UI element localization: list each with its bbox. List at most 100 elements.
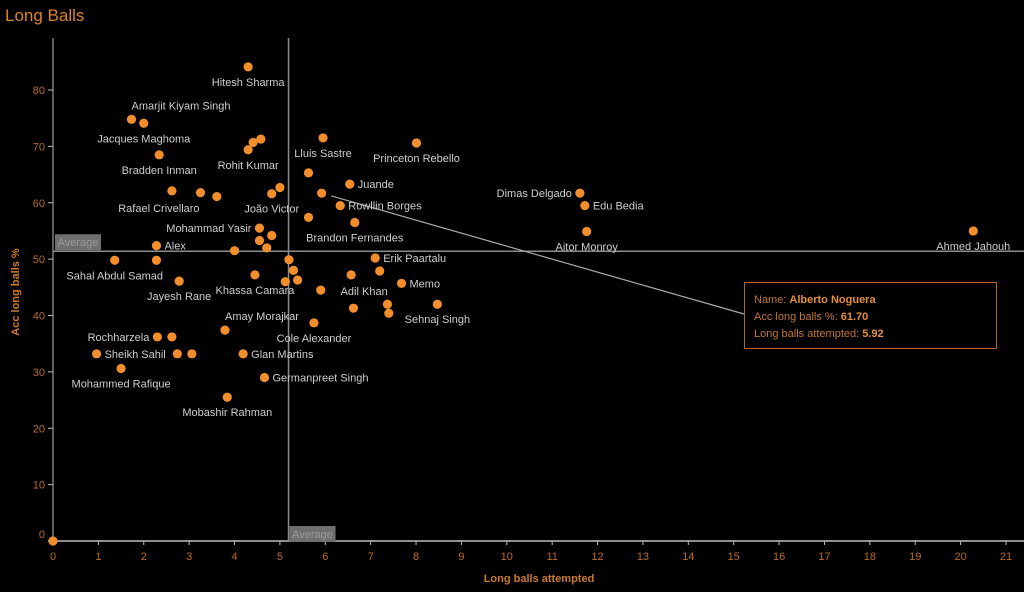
data-point[interactable]: [275, 182, 285, 193]
data-point[interactable]: [91, 349, 102, 359]
data-point[interactable]: [243, 62, 253, 72]
data-point[interactable]: [288, 265, 299, 275]
point-label: Hitesh Sharma: [212, 77, 286, 89]
data-point[interactable]: [220, 325, 230, 335]
point-label: Adil Khan: [341, 286, 388, 298]
tooltip-name-label: Name:: [754, 294, 787, 306]
data-point[interactable]: [432, 299, 442, 309]
data-point[interactable]: [370, 253, 380, 263]
x-tick-label: 17: [818, 551, 830, 563]
average-label-box: [289, 526, 336, 542]
data-point[interactable]: [154, 150, 164, 160]
data-point[interactable]: [254, 223, 265, 233]
data-point[interactable]: [139, 118, 149, 128]
point-label: João Victor: [244, 204, 299, 216]
data-point[interactable]: [110, 255, 120, 265]
point-label: Memo: [410, 278, 441, 290]
point-label: Sehnaj Singh: [405, 314, 470, 326]
data-point[interactable]: [151, 255, 162, 265]
data-points: [48, 62, 978, 546]
data-point[interactable]: [195, 188, 206, 198]
data-point[interactable]: [280, 277, 290, 287]
x-axis-title: Long balls attempted: [484, 573, 595, 585]
data-point[interactable]: [580, 200, 590, 211]
data-point[interactable]: [167, 186, 177, 196]
data-point[interactable]: [48, 536, 58, 546]
data-point[interactable]: [575, 188, 585, 198]
average-label-y: Average: [58, 237, 99, 249]
data-point[interactable]: [152, 332, 162, 342]
average-label-x: Average: [292, 529, 333, 541]
data-point[interactable]: [254, 235, 265, 246]
data-point[interactable]: [238, 349, 248, 359]
data-point[interactable]: [262, 243, 272, 253]
data-point[interactable]: [318, 133, 328, 143]
point-label: Glan Martins: [251, 349, 314, 361]
data-point[interactable]: [229, 246, 240, 256]
data-point[interactable]: [212, 191, 222, 202]
data-point[interactable]: [309, 318, 319, 328]
data-point[interactable]: [174, 276, 184, 286]
data-point[interactable]: [187, 349, 197, 359]
x-tick-label: 6: [322, 551, 328, 563]
point-label: Khassa Camara: [216, 285, 296, 297]
data-point[interactable]: [259, 372, 270, 383]
data-point[interactable]: [582, 226, 592, 237]
data-point[interactable]: [350, 217, 360, 228]
point-label: Rowllin Borges: [348, 201, 422, 213]
reference-lines: Average Average: [53, 38, 1024, 542]
data-point[interactable]: [316, 285, 326, 295]
tooltip-connector-line: [331, 195, 745, 315]
data-point[interactable]: [335, 200, 345, 211]
y-tick-label: 50: [33, 254, 45, 266]
point-label: Mohammed Rafique: [72, 378, 171, 390]
data-point[interactable]: [222, 392, 232, 402]
data-point[interactable]: [303, 212, 314, 223]
data-point[interactable]: [243, 145, 253, 155]
chart-title: Long Balls: [5, 6, 85, 25]
y-tick-label: 40: [33, 311, 45, 323]
point-label: Rochharzela: [88, 332, 151, 344]
x-tick-label: 0: [50, 551, 56, 563]
x-tick-label: 4: [231, 551, 237, 563]
data-point[interactable]: [303, 168, 314, 178]
point-label: Lluis Sastre: [294, 148, 351, 160]
data-point[interactable]: [284, 255, 294, 265]
data-point[interactable]: [267, 230, 277, 241]
point-label: Princeton Rebello: [373, 153, 460, 165]
tooltip-x-label: Long balls attempted:: [754, 328, 860, 340]
data-point[interactable]: [345, 179, 355, 189]
data-point[interactable]: [267, 189, 277, 199]
data-point[interactable]: [411, 138, 422, 148]
data-point[interactable]: [126, 114, 137, 124]
x-tick-label: 14: [682, 551, 694, 563]
data-point[interactable]: [348, 303, 359, 313]
data-point[interactable]: [250, 270, 260, 280]
point-label: Aitor Monroy: [555, 242, 618, 254]
data-point[interactable]: [248, 137, 258, 148]
point-label: Germanpreet Singh: [272, 373, 368, 385]
data-point[interactable]: [968, 226, 978, 236]
x-tick-label: 9: [458, 551, 464, 563]
data-point[interactable]: [396, 278, 407, 288]
y-tick-label: 0: [39, 529, 45, 541]
data-point[interactable]: [172, 349, 182, 359]
data-point[interactable]: [151, 240, 162, 251]
x-tick-label: 2: [141, 551, 147, 563]
data-point[interactable]: [256, 134, 266, 144]
data-point[interactable]: [375, 266, 385, 276]
data-point[interactable]: [292, 275, 303, 285]
data-point[interactable]: [167, 332, 177, 342]
data-point[interactable]: [346, 270, 356, 280]
x-tick-label: 8: [413, 551, 419, 563]
tooltip: Name: Alberto Noguera Acc long balls %: 61…: [744, 282, 997, 349]
data-point[interactable]: [384, 308, 394, 318]
data-point[interactable]: [317, 188, 327, 198]
point-label: Mohammad Yasir: [166, 223, 252, 235]
tooltip-x-row: Long balls attempted: 5.92: [754, 327, 884, 341]
y-tick-label: 30: [33, 367, 45, 379]
data-point[interactable]: [116, 363, 126, 374]
average-label-box: [55, 234, 101, 251]
data-point[interactable]: [382, 299, 393, 309]
point-label: Rafael Crivellaro: [118, 203, 199, 215]
